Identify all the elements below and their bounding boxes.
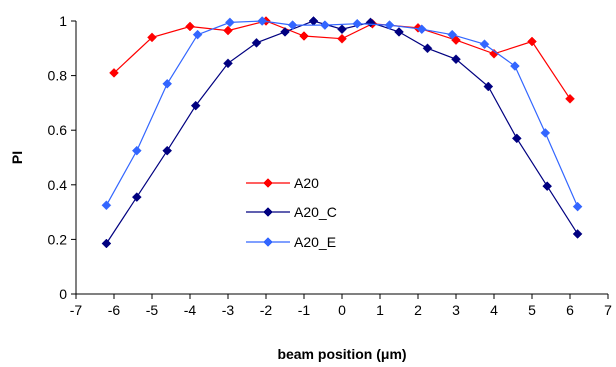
data-point [527,36,537,47]
data-point [101,200,112,211]
data-point [162,78,173,89]
y-tick-label: 0.2 [48,231,68,247]
y-axis-title: PI [9,151,25,164]
x-tick-label: -4 [184,302,197,318]
series-line [105,20,579,244]
data-point [542,181,553,192]
data-point [185,21,195,32]
x-tick-label: -6 [108,302,121,318]
data-point [416,24,427,35]
y-tick-label: 0.6 [48,122,68,138]
legend-label: A20_E [294,234,336,250]
data-point [287,20,298,30]
data-point [511,133,522,144]
data-point [479,39,490,50]
x-tick-label: 4 [490,302,498,318]
data-point [162,145,173,156]
data-point [540,128,551,138]
data-point [101,238,112,249]
x-tick-label: 6 [566,302,574,318]
data-point [451,54,461,65]
data-point [299,31,309,41]
x-tick-label: 5 [528,302,536,318]
x-tick-label: 0 [338,302,346,318]
data-point [510,61,520,71]
legend-entry: A20 [246,175,319,191]
y-tick-label: 0.8 [48,68,68,84]
data-point [489,48,499,59]
x-tick-label: -2 [260,302,273,318]
data-point [131,145,142,156]
data-point [131,192,142,202]
legend-label: A20_C [294,204,337,220]
y-tick-label: 0.4 [48,177,68,193]
legend-label: A20 [294,175,319,191]
x-tick-label: 1 [376,302,384,318]
series-a20-c [101,16,583,249]
data-point [483,81,494,92]
data-point [257,16,268,26]
data-point [223,25,233,36]
legend-entry: A20_E [246,234,336,250]
legend-swatch-marker [263,237,273,247]
data-point [225,17,235,28]
x-tick-label: -3 [222,302,235,318]
data-point [190,100,201,111]
data-point [320,20,330,30]
data-point [422,43,433,54]
x-tick-label: -7 [70,302,83,318]
legend-swatch-marker [263,178,273,188]
data-point [147,32,157,43]
x-tick-label: 7 [604,302,612,318]
data-point [109,68,119,78]
x-tick-label: 3 [452,302,460,318]
legend-entry: A20_C [246,204,337,220]
x-axis-title: beam position (μm) [277,346,406,362]
data-point [192,29,203,40]
series-line [105,20,579,207]
data-point [447,29,458,40]
data-point [572,201,583,212]
data-point [352,18,363,29]
data-point [565,93,575,104]
data-point [251,37,262,48]
data-point [337,24,347,35]
data-point [337,33,347,44]
axes: 0 0.2 0.4 0.6 0.8 1 -7 -6 -5 -4 -3 -2 -1 0 1 2 3 4 5 6 7 [48,13,613,318]
y-tick-label: 1 [59,13,67,29]
legend: A20 A20_C A20_E [246,175,337,250]
data-point [223,58,233,69]
data-point [384,20,395,30]
data-point [394,27,404,37]
x-tick-label: -5 [146,302,159,318]
data-point [572,229,583,239]
y-tick-label: 0 [59,286,67,302]
series-a20-e [101,16,583,212]
data-point [280,27,290,37]
x-tick-label: -1 [298,302,311,318]
data-point [308,16,319,26]
series-layer [101,16,583,249]
x-tick-label: 2 [414,302,422,318]
legend-swatch-marker [263,207,273,217]
